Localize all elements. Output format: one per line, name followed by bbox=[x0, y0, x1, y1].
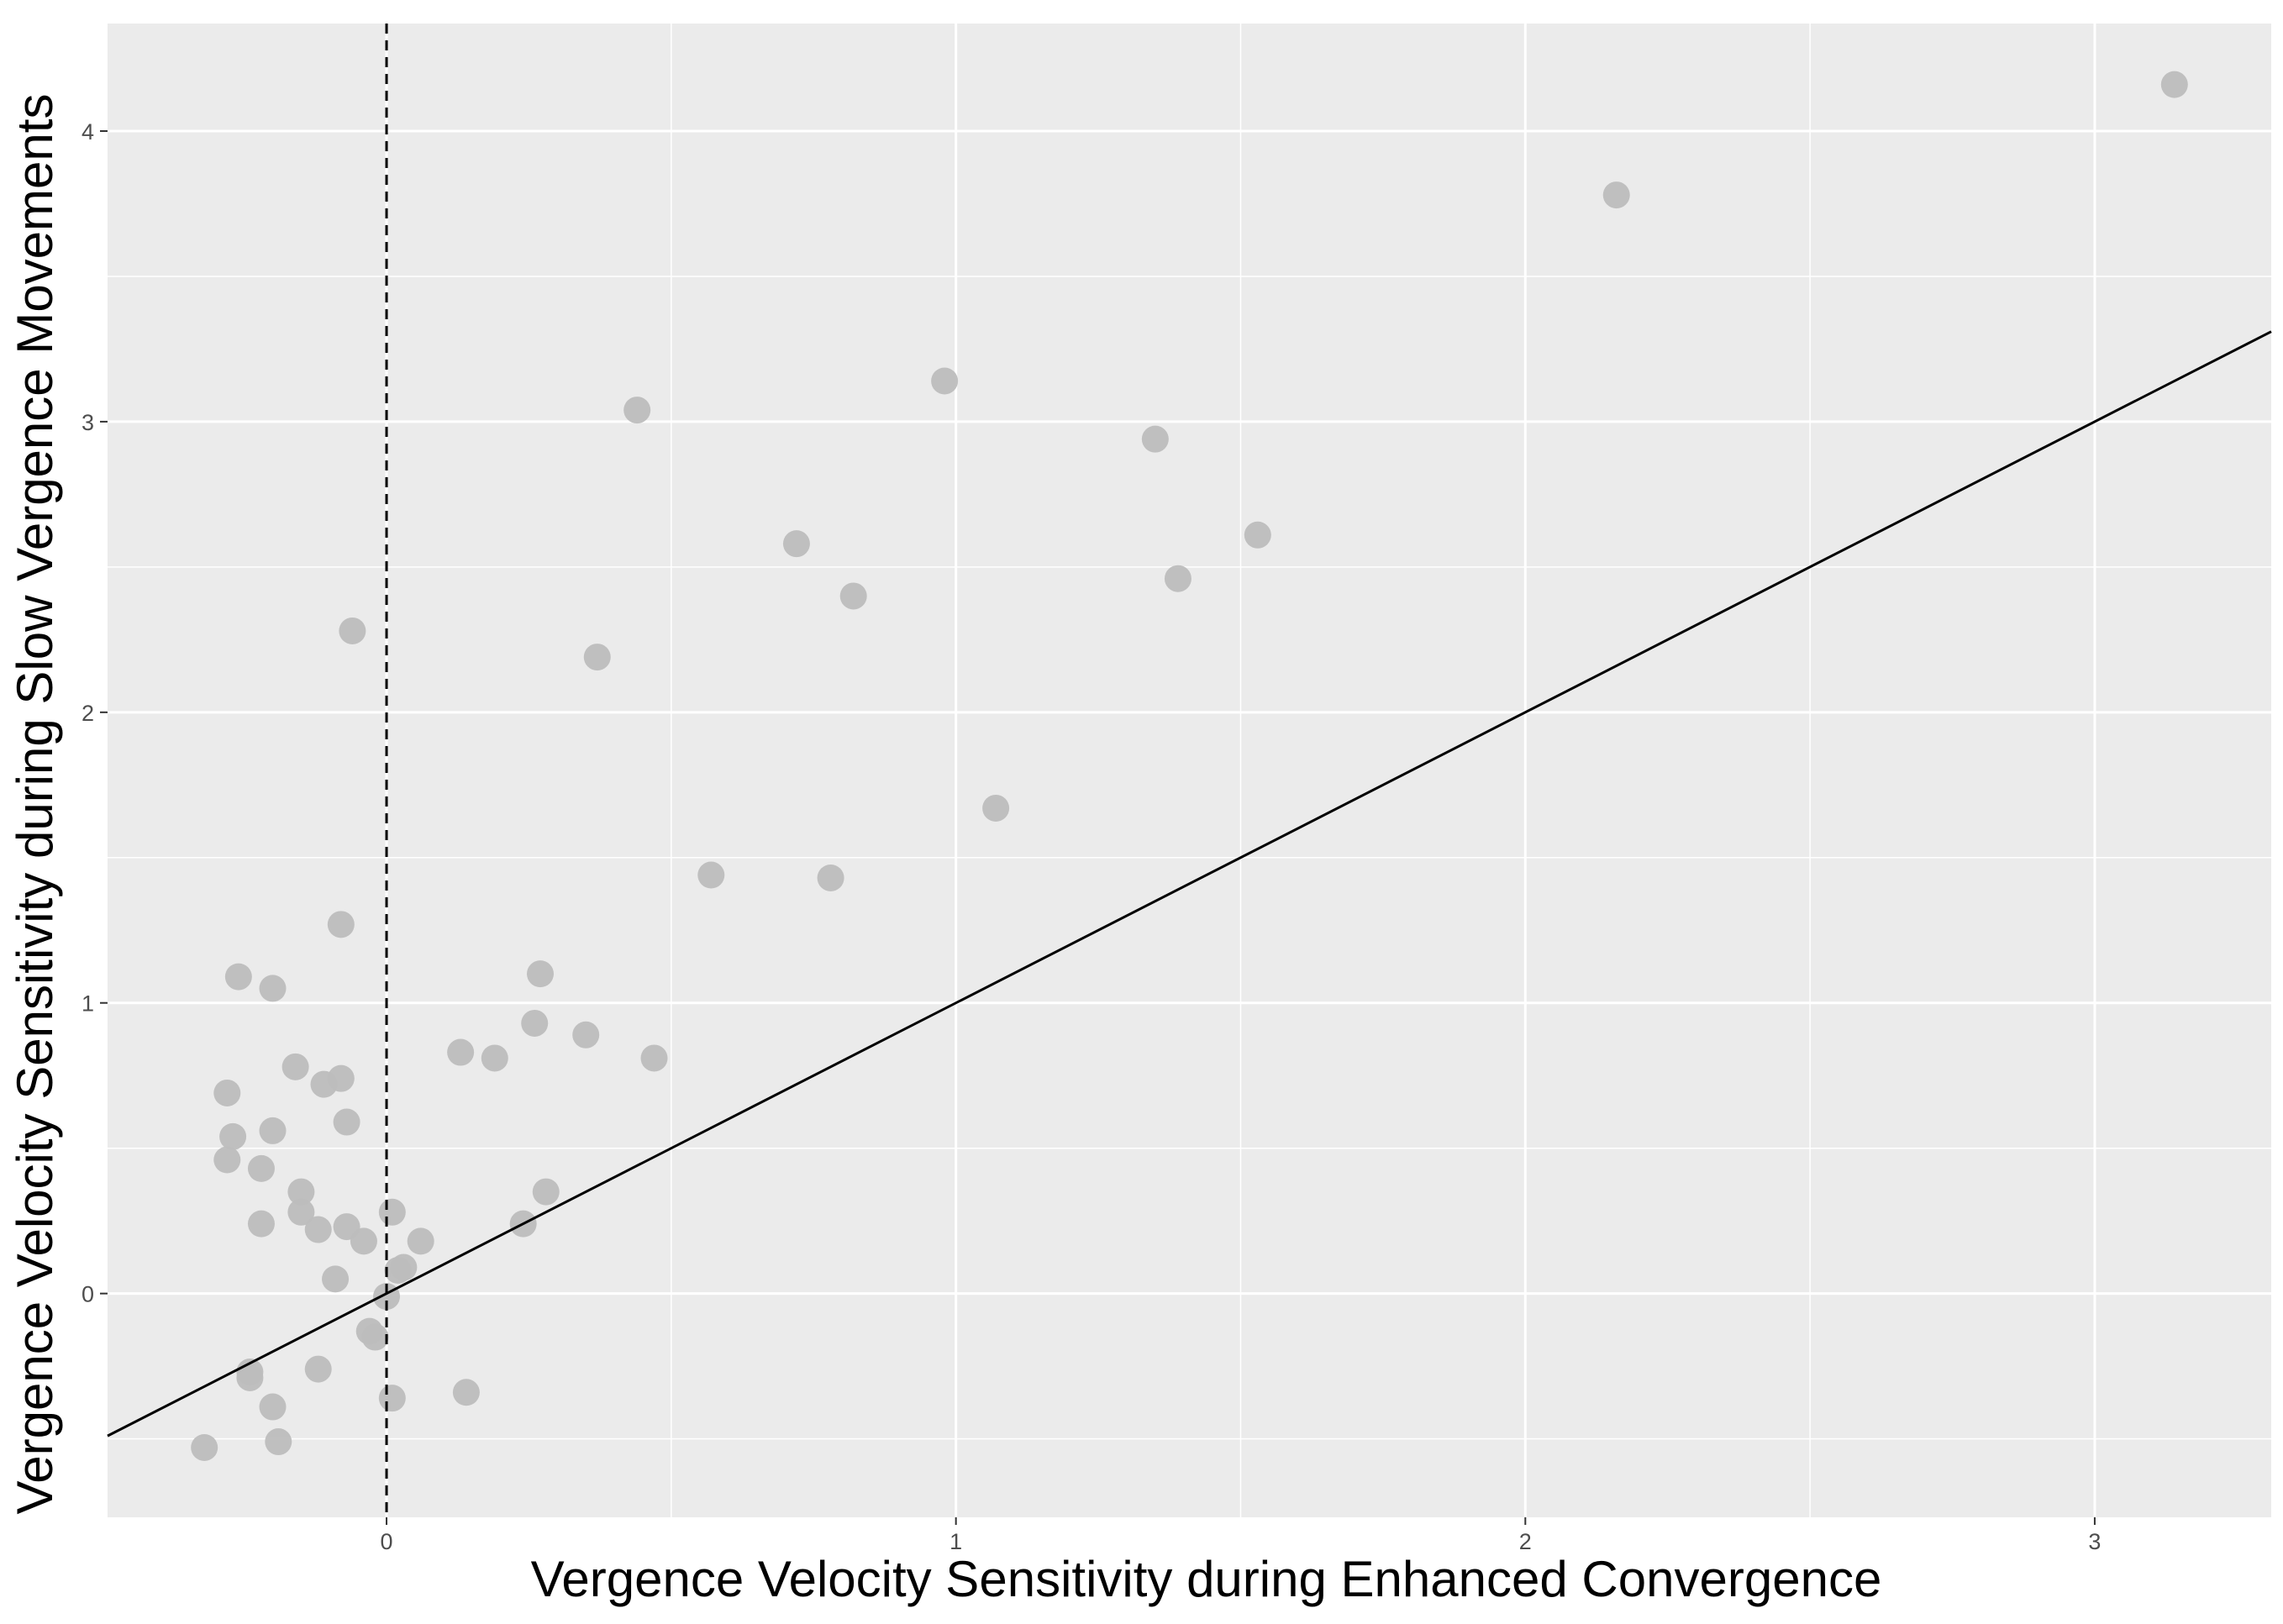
data-point bbox=[697, 861, 725, 889]
data-point bbox=[407, 1227, 434, 1255]
y-tick-label: 4 bbox=[82, 119, 94, 145]
data-point bbox=[213, 1079, 241, 1106]
data-point bbox=[640, 1044, 668, 1072]
data-point bbox=[310, 1070, 338, 1098]
data-point bbox=[259, 1393, 287, 1421]
x-tick-label: 0 bbox=[381, 1529, 393, 1554]
data-point bbox=[322, 1265, 350, 1293]
data-point bbox=[236, 1364, 264, 1391]
data-point bbox=[1602, 181, 1630, 209]
data-point bbox=[782, 530, 810, 558]
data-point bbox=[623, 397, 651, 424]
data-point bbox=[350, 1227, 377, 1255]
plot-panel bbox=[108, 24, 2271, 1517]
data-point bbox=[219, 1122, 247, 1150]
data-point bbox=[931, 367, 959, 395]
data-point bbox=[481, 1044, 508, 1072]
data-point bbox=[213, 1146, 241, 1174]
data-point bbox=[287, 1178, 315, 1206]
data-point bbox=[265, 1428, 292, 1456]
minor-gridlines bbox=[108, 24, 2271, 1517]
data-point bbox=[191, 1433, 218, 1461]
data-point bbox=[259, 1117, 287, 1144]
data-point bbox=[287, 1198, 315, 1226]
data-point bbox=[361, 1323, 389, 1351]
data-points bbox=[191, 71, 2188, 1461]
data-point bbox=[384, 1256, 412, 1284]
data-point bbox=[839, 582, 867, 610]
major-gridlines bbox=[108, 24, 2271, 1517]
data-point bbox=[2160, 71, 2188, 98]
data-point bbox=[452, 1379, 480, 1406]
data-point bbox=[1141, 425, 1169, 453]
data-point bbox=[281, 1053, 309, 1080]
data-point bbox=[532, 1178, 560, 1206]
data-point bbox=[1164, 565, 1191, 592]
y-tick-label: 3 bbox=[82, 410, 94, 435]
data-point bbox=[304, 1216, 332, 1243]
identity-reference-line bbox=[107, 330, 2272, 1437]
x-tick-label: 1 bbox=[949, 1529, 962, 1554]
x-tick-label: 2 bbox=[1519, 1529, 1532, 1554]
y-tick-label: 2 bbox=[82, 701, 94, 726]
y-tick-label: 1 bbox=[82, 991, 94, 1017]
axis-tick-labels: 0 1 2 3 0 1 2 3 4 bbox=[82, 119, 2101, 1554]
data-point bbox=[572, 1021, 600, 1049]
data-point bbox=[224, 963, 252, 991]
data-point bbox=[247, 1210, 275, 1238]
data-point bbox=[247, 1154, 275, 1182]
x-tick-label: 3 bbox=[2088, 1529, 2101, 1554]
data-point bbox=[982, 794, 1010, 822]
y-axis-title: Vergence Velocity Sensitivity during Slo… bbox=[7, 94, 63, 1515]
data-point bbox=[378, 1198, 406, 1226]
data-point bbox=[378, 1385, 406, 1412]
data-point bbox=[447, 1038, 475, 1066]
data-point bbox=[817, 864, 844, 891]
data-point bbox=[304, 1355, 332, 1383]
data-point bbox=[259, 975, 287, 1002]
data-point bbox=[583, 644, 611, 671]
axis-ticks bbox=[100, 129, 2096, 1525]
y-tick-label: 0 bbox=[82, 1282, 94, 1307]
data-point bbox=[1244, 521, 1271, 549]
data-point bbox=[527, 960, 554, 988]
data-point bbox=[339, 617, 366, 644]
x-axis-title: Vergence Velocity Sensitivity during Enh… bbox=[531, 1551, 1882, 1607]
data-point bbox=[521, 1009, 549, 1037]
data-point bbox=[333, 1108, 360, 1136]
data-point bbox=[327, 911, 355, 938]
